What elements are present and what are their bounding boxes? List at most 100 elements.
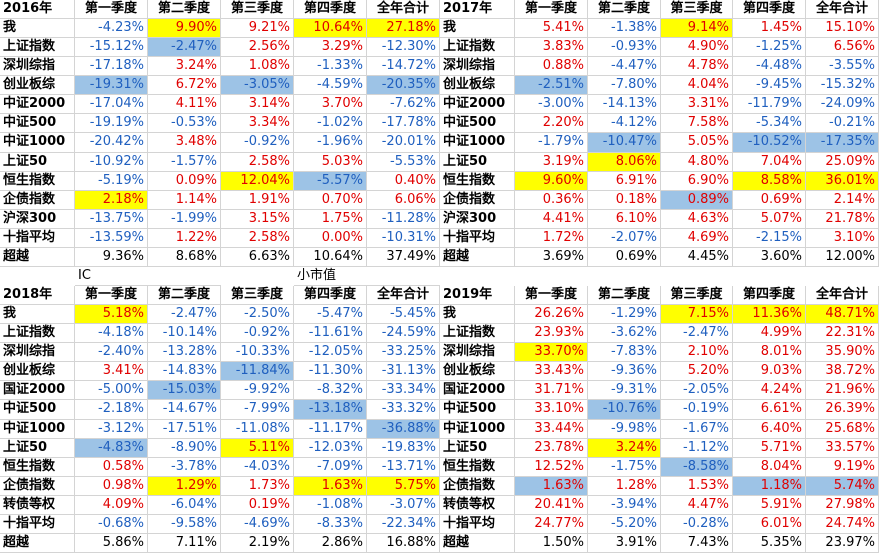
row-label: 十指平均: [440, 228, 515, 248]
value-cell: 0.69%: [588, 247, 661, 267]
value-cell: 9.03%: [733, 362, 806, 382]
value-cell: -17.18%: [75, 57, 148, 77]
value-cell: 4.45%: [661, 247, 733, 267]
value-cell: 25.09%: [806, 152, 879, 172]
value-cell: -2.51%: [515, 76, 588, 96]
value-cell: -5.45%: [367, 305, 440, 325]
value-cell: 0.19%: [221, 495, 294, 515]
value-cell: 0.00%: [294, 228, 367, 248]
value-cell: -7.09%: [294, 457, 367, 477]
value-cell: -7.99%: [221, 400, 294, 420]
value-cell: 8.58%: [733, 171, 806, 191]
value-cell: 5.35%: [733, 533, 806, 553]
value-cell: 3.34%: [221, 114, 294, 134]
value-cell: -0.93%: [588, 38, 661, 58]
value-cell: -17.04%: [75, 95, 148, 115]
value-cell: 5.20%: [661, 362, 733, 382]
value-cell: 9.36%: [75, 247, 148, 267]
value-cell: -11.17%: [294, 419, 367, 439]
value-cell: -1.96%: [294, 133, 367, 153]
row-label: 超越: [0, 247, 75, 267]
row-label: 上证50: [0, 152, 75, 172]
value-cell: -1.38%: [588, 19, 661, 39]
value-cell: 1.29%: [148, 476, 221, 496]
value-cell: -0.68%: [75, 514, 148, 534]
value-cell: 5.05%: [661, 133, 733, 153]
value-cell: -10.76%: [588, 400, 661, 420]
value-cell: -0.21%: [806, 114, 879, 134]
value-cell: 5.75%: [367, 476, 440, 496]
value-cell: 38.72%: [806, 362, 879, 382]
value-cell: -10.52%: [733, 133, 806, 153]
value-cell: -1.12%: [661, 438, 733, 458]
value-cell: -4.12%: [588, 114, 661, 134]
value-cell: 5.86%: [75, 533, 148, 553]
value-cell: 1.14%: [148, 190, 221, 210]
value-cell: -20.01%: [367, 133, 440, 153]
row-label: 转债等权: [440, 495, 515, 515]
value-cell: -6.04%: [148, 495, 221, 515]
value-cell: 7.43%: [661, 533, 733, 553]
value-cell: -10.33%: [221, 343, 294, 363]
value-cell: 10.64%: [294, 247, 367, 267]
value-cell: 7.11%: [148, 533, 221, 553]
value-cell: -3.94%: [588, 495, 661, 515]
value-cell: 0.69%: [733, 190, 806, 210]
value-cell: 0.70%: [294, 190, 367, 210]
value-cell: 0.58%: [75, 457, 148, 477]
row-label: 深圳综指: [0, 57, 75, 77]
row-label: 十指平均: [0, 228, 75, 248]
value-cell: -15.32%: [806, 76, 879, 96]
value-cell: -10.47%: [588, 133, 661, 153]
value-cell: 2.10%: [661, 343, 733, 363]
value-cell: -8.90%: [148, 438, 221, 458]
value-cell: -2.05%: [661, 381, 733, 401]
value-cell: 1.73%: [221, 476, 294, 496]
value-cell: -33.32%: [367, 400, 440, 420]
value-cell: -19.19%: [75, 114, 148, 134]
value-cell: 6.01%: [733, 514, 806, 534]
column-header: 第一季度: [75, 286, 148, 306]
value-cell: 9.19%: [806, 457, 879, 477]
value-cell: 2.58%: [221, 228, 294, 248]
value-cell: 7.15%: [661, 305, 733, 325]
value-cell: 2.18%: [75, 190, 148, 210]
value-cell: -7.83%: [588, 343, 661, 363]
value-cell: -3.12%: [75, 419, 148, 439]
row-label: 上证50: [440, 152, 515, 172]
column-header: 第二季度: [148, 0, 221, 20]
value-cell: 26.39%: [806, 400, 879, 420]
value-cell: -5.34%: [733, 114, 806, 134]
column-header: 第四季度: [733, 0, 806, 20]
column-header: 第三季度: [221, 0, 294, 20]
value-cell: 6.40%: [733, 419, 806, 439]
value-cell: -17.78%: [367, 114, 440, 134]
column-header: 第三季度: [661, 0, 733, 20]
row-label: 恒生指数: [440, 171, 515, 191]
value-cell: 3.41%: [75, 362, 148, 382]
value-cell: 0.88%: [515, 57, 588, 77]
row-label: 沪深300: [440, 209, 515, 229]
value-cell: 23.93%: [515, 324, 588, 344]
value-cell: -8.58%: [661, 457, 733, 477]
value-cell: -33.25%: [367, 343, 440, 363]
value-cell: -15.03%: [148, 381, 221, 401]
value-cell: -1.29%: [588, 305, 661, 325]
value-cell: 3.14%: [221, 95, 294, 115]
value-cell: -22.34%: [367, 514, 440, 534]
value-cell: -4.18%: [75, 324, 148, 344]
value-cell: 8.01%: [733, 343, 806, 363]
value-cell: -12.30%: [367, 38, 440, 58]
value-cell: 1.63%: [294, 476, 367, 496]
value-cell: -13.59%: [75, 228, 148, 248]
value-cell: 2.14%: [806, 190, 879, 210]
value-cell: -4.59%: [294, 76, 367, 96]
value-cell: -24.59%: [367, 324, 440, 344]
value-cell: 2.58%: [221, 152, 294, 172]
value-cell: 1.63%: [515, 476, 588, 496]
value-cell: 31.71%: [515, 381, 588, 401]
value-cell: -5.53%: [367, 152, 440, 172]
value-cell: 7.58%: [661, 114, 733, 134]
value-cell: 4.41%: [515, 209, 588, 229]
value-cell: 33.70%: [515, 343, 588, 363]
